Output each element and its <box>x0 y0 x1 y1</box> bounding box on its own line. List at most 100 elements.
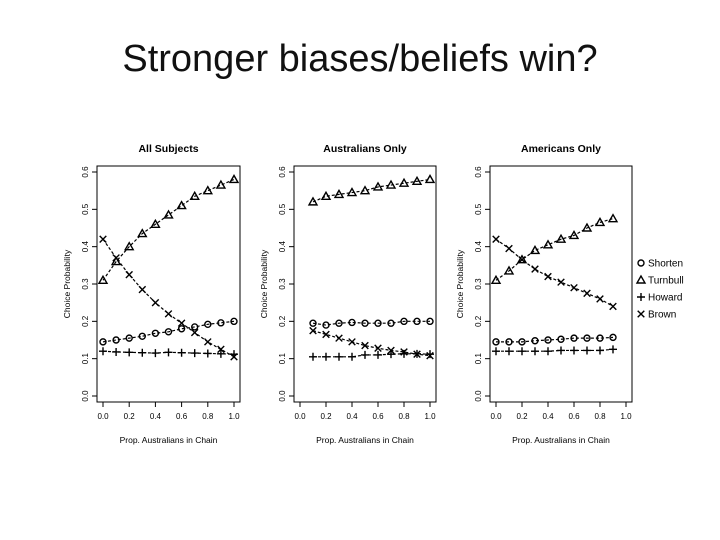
series-shorten <box>99 317 238 346</box>
y-axis-label: Choice Probability <box>259 249 269 318</box>
data-point <box>190 323 199 331</box>
data-point <box>516 254 528 264</box>
data-point <box>163 209 174 219</box>
x-tick-label: 1.0 <box>424 412 436 421</box>
data-point <box>596 346 604 355</box>
data-point <box>125 348 134 357</box>
data-point <box>138 285 147 294</box>
data-point <box>570 334 578 342</box>
y-tick-label: 0.5 <box>278 203 287 215</box>
x-axis-label: Prop. Australians in Chain <box>120 435 218 445</box>
data-point <box>164 348 173 357</box>
y-tick-label: 0.4 <box>278 241 287 253</box>
data-point <box>320 190 332 200</box>
x-tick-label: 0.0 <box>490 412 502 421</box>
data-point <box>346 187 358 197</box>
legend-marker <box>637 259 645 267</box>
data-point <box>125 334 133 342</box>
data-point <box>387 319 395 327</box>
x-tick-label: 0.4 <box>150 412 162 421</box>
data-point <box>374 350 382 359</box>
data-point <box>398 177 410 187</box>
data-point <box>374 319 382 327</box>
data-point <box>570 346 578 355</box>
series-brown <box>492 235 617 311</box>
data-point <box>426 351 434 360</box>
data-point <box>125 270 133 279</box>
data-point <box>217 345 225 354</box>
y-tick-label: 0.3 <box>474 278 483 290</box>
y-tick-label: 0.2 <box>81 315 90 327</box>
legend-marker <box>635 274 647 284</box>
data-point <box>518 255 526 264</box>
x-tick-label: 0.6 <box>372 412 384 421</box>
data-point <box>361 350 369 359</box>
data-point <box>426 350 434 359</box>
data-point <box>309 319 317 327</box>
data-point <box>190 349 199 358</box>
data-point <box>112 254 120 262</box>
chart-title: All Subjects <box>138 143 198 155</box>
x-tick-label: 0.2 <box>124 412 136 421</box>
x-axis-label: Prop. Australians in Chain <box>316 435 414 445</box>
data-point <box>112 347 121 356</box>
data-point <box>583 346 591 355</box>
x-axis-label: Prop. Australians in Chain <box>512 435 610 445</box>
data-point <box>503 265 515 275</box>
plot-frame <box>489 165 633 403</box>
data-point <box>607 213 619 223</box>
series-line <box>312 330 431 357</box>
data-point <box>596 295 604 303</box>
data-point <box>518 338 526 346</box>
data-point <box>531 337 539 345</box>
data-point <box>529 244 541 255</box>
x-tick-label: 0.0 <box>294 412 306 421</box>
data-point <box>372 181 384 191</box>
legend-label: Shorten <box>648 259 683 270</box>
legend-marker <box>637 293 645 301</box>
data-point <box>609 302 617 311</box>
data-point <box>544 347 552 356</box>
data-point <box>99 235 107 243</box>
data-point <box>555 233 567 243</box>
data-point <box>492 235 500 243</box>
series-shorten <box>492 333 617 346</box>
series-line <box>312 320 430 326</box>
x-tick-label: 0.2 <box>320 412 332 421</box>
data-point <box>583 334 591 342</box>
y-tick-label: 0.0 <box>81 390 90 402</box>
data-point <box>385 179 397 189</box>
legend-label: Brown <box>648 310 676 321</box>
data-point <box>215 179 227 189</box>
data-point <box>335 334 343 342</box>
data-point <box>400 348 408 356</box>
chart-title: Australians Only <box>323 143 407 155</box>
series-turnbull <box>490 213 619 284</box>
y-tick-label: 0.1 <box>278 353 287 365</box>
data-point <box>413 317 421 326</box>
data-point <box>230 353 238 361</box>
data-point <box>568 230 580 240</box>
y-tick-label: 0.1 <box>81 353 90 365</box>
data-point <box>228 174 240 184</box>
data-point <box>424 174 436 184</box>
data-point <box>359 185 371 195</box>
data-point <box>189 190 200 200</box>
y-axis-label: Choice Probability <box>62 249 72 318</box>
data-point <box>609 333 617 342</box>
y-tick-label: 0.3 <box>81 278 90 290</box>
data-point <box>322 321 330 329</box>
legend-label: Turnbull <box>648 276 684 287</box>
series-line <box>496 348 614 352</box>
series-line <box>102 238 235 358</box>
y-tick-label: 0.0 <box>278 390 287 402</box>
x-tick-label: 0.8 <box>398 412 410 421</box>
data-point <box>230 317 238 326</box>
y-tick-label: 0.6 <box>278 166 287 178</box>
chart-panel-1: All Subjects 0.0 0.2 0.4 0.6 0.8 1.0 0.0 0.1 0.2 0… <box>62 143 241 445</box>
chart-panel-2: Australians Only 0.0 0.2 0.4 0.6 0.8 1.0 0.0 0.1… <box>259 143 437 445</box>
data-point <box>531 265 539 273</box>
y-tick-label: 0.3 <box>278 278 287 290</box>
data-point <box>490 274 502 284</box>
